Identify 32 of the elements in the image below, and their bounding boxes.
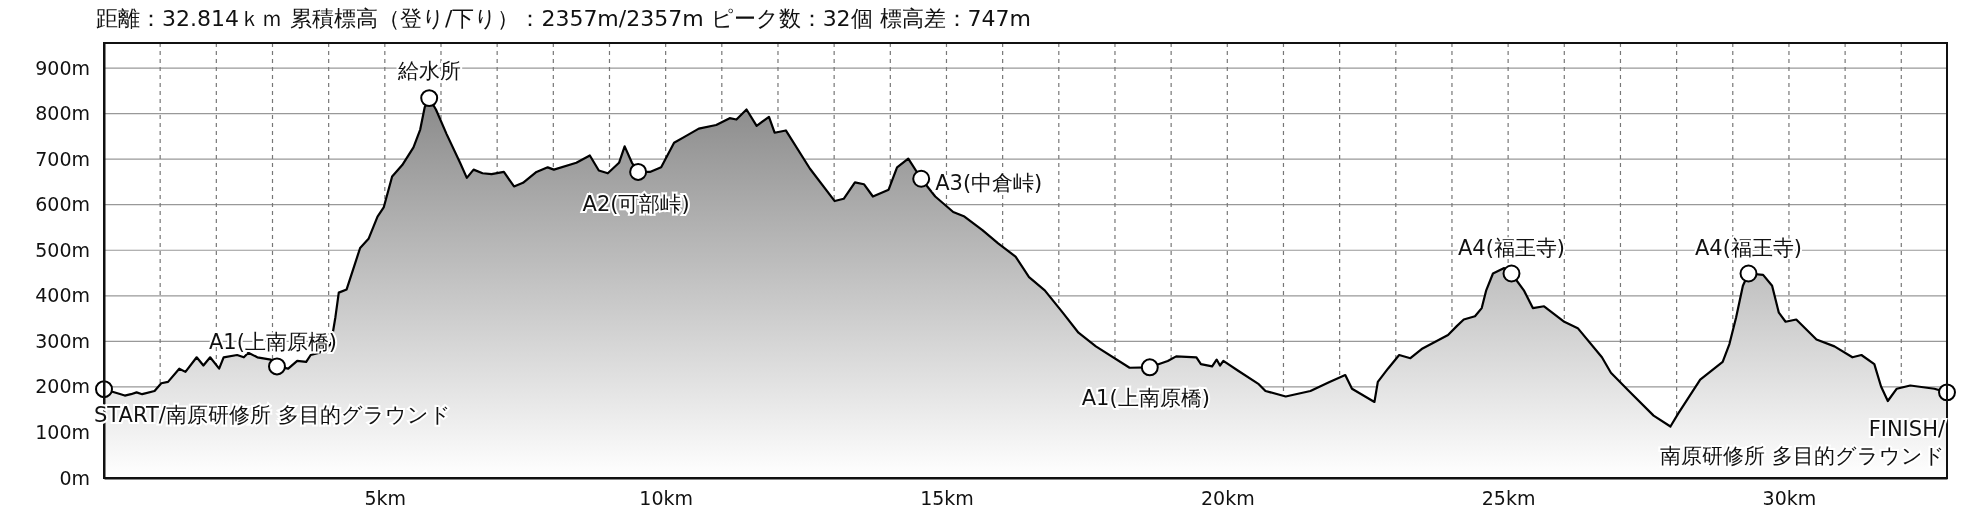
annotation: A1(上南原橋) xyxy=(1081,386,1210,411)
annotation: 給水所 xyxy=(396,59,461,84)
x-tick-label: 10km xyxy=(639,487,693,510)
point xyxy=(420,89,439,108)
x-tick-label: 30km xyxy=(1762,487,1817,510)
annotation: A2(可部峠) xyxy=(582,191,690,216)
x-tick-label: 5km xyxy=(364,487,407,510)
y-tick-label: 200m xyxy=(35,375,90,398)
y-tick-label: 400m xyxy=(35,284,90,307)
y-tick-label: 0m xyxy=(59,466,90,489)
point xyxy=(1739,264,1758,283)
annotation: FINISH/ 南原研修所 多目的グラウンド xyxy=(1660,417,1946,469)
y-tick-label: 500m xyxy=(35,238,90,261)
chart-title: 距離：32.814ｋｍ 累積標高（登り/下り）：2357m/2357m ピーク数：32個 標高差：747m xyxy=(96,6,1032,31)
y-tick-label: 900m xyxy=(35,56,90,79)
point xyxy=(268,357,286,376)
y-tick-label: 800m xyxy=(35,102,90,125)
annotation: A1(上南原橋) xyxy=(208,330,338,355)
annotation: A3(中倉峠) xyxy=(935,170,1043,195)
y-tick-label: 600m xyxy=(35,193,90,216)
annotation: A4(福王寺) xyxy=(1694,236,1803,261)
y-tick-label: 700m xyxy=(35,147,90,170)
point xyxy=(1140,358,1159,377)
y-tick-label: 100m xyxy=(35,421,90,444)
point xyxy=(912,169,931,188)
x-tick-label: 15km xyxy=(920,487,974,510)
point xyxy=(1502,264,1521,283)
x-tick-label: 25km xyxy=(1481,487,1536,510)
x-tick-label: 20km xyxy=(1200,487,1255,510)
annotation: A4(福王寺) xyxy=(1457,236,1566,261)
y-tick-label: 300m xyxy=(35,329,90,352)
point xyxy=(629,162,648,181)
